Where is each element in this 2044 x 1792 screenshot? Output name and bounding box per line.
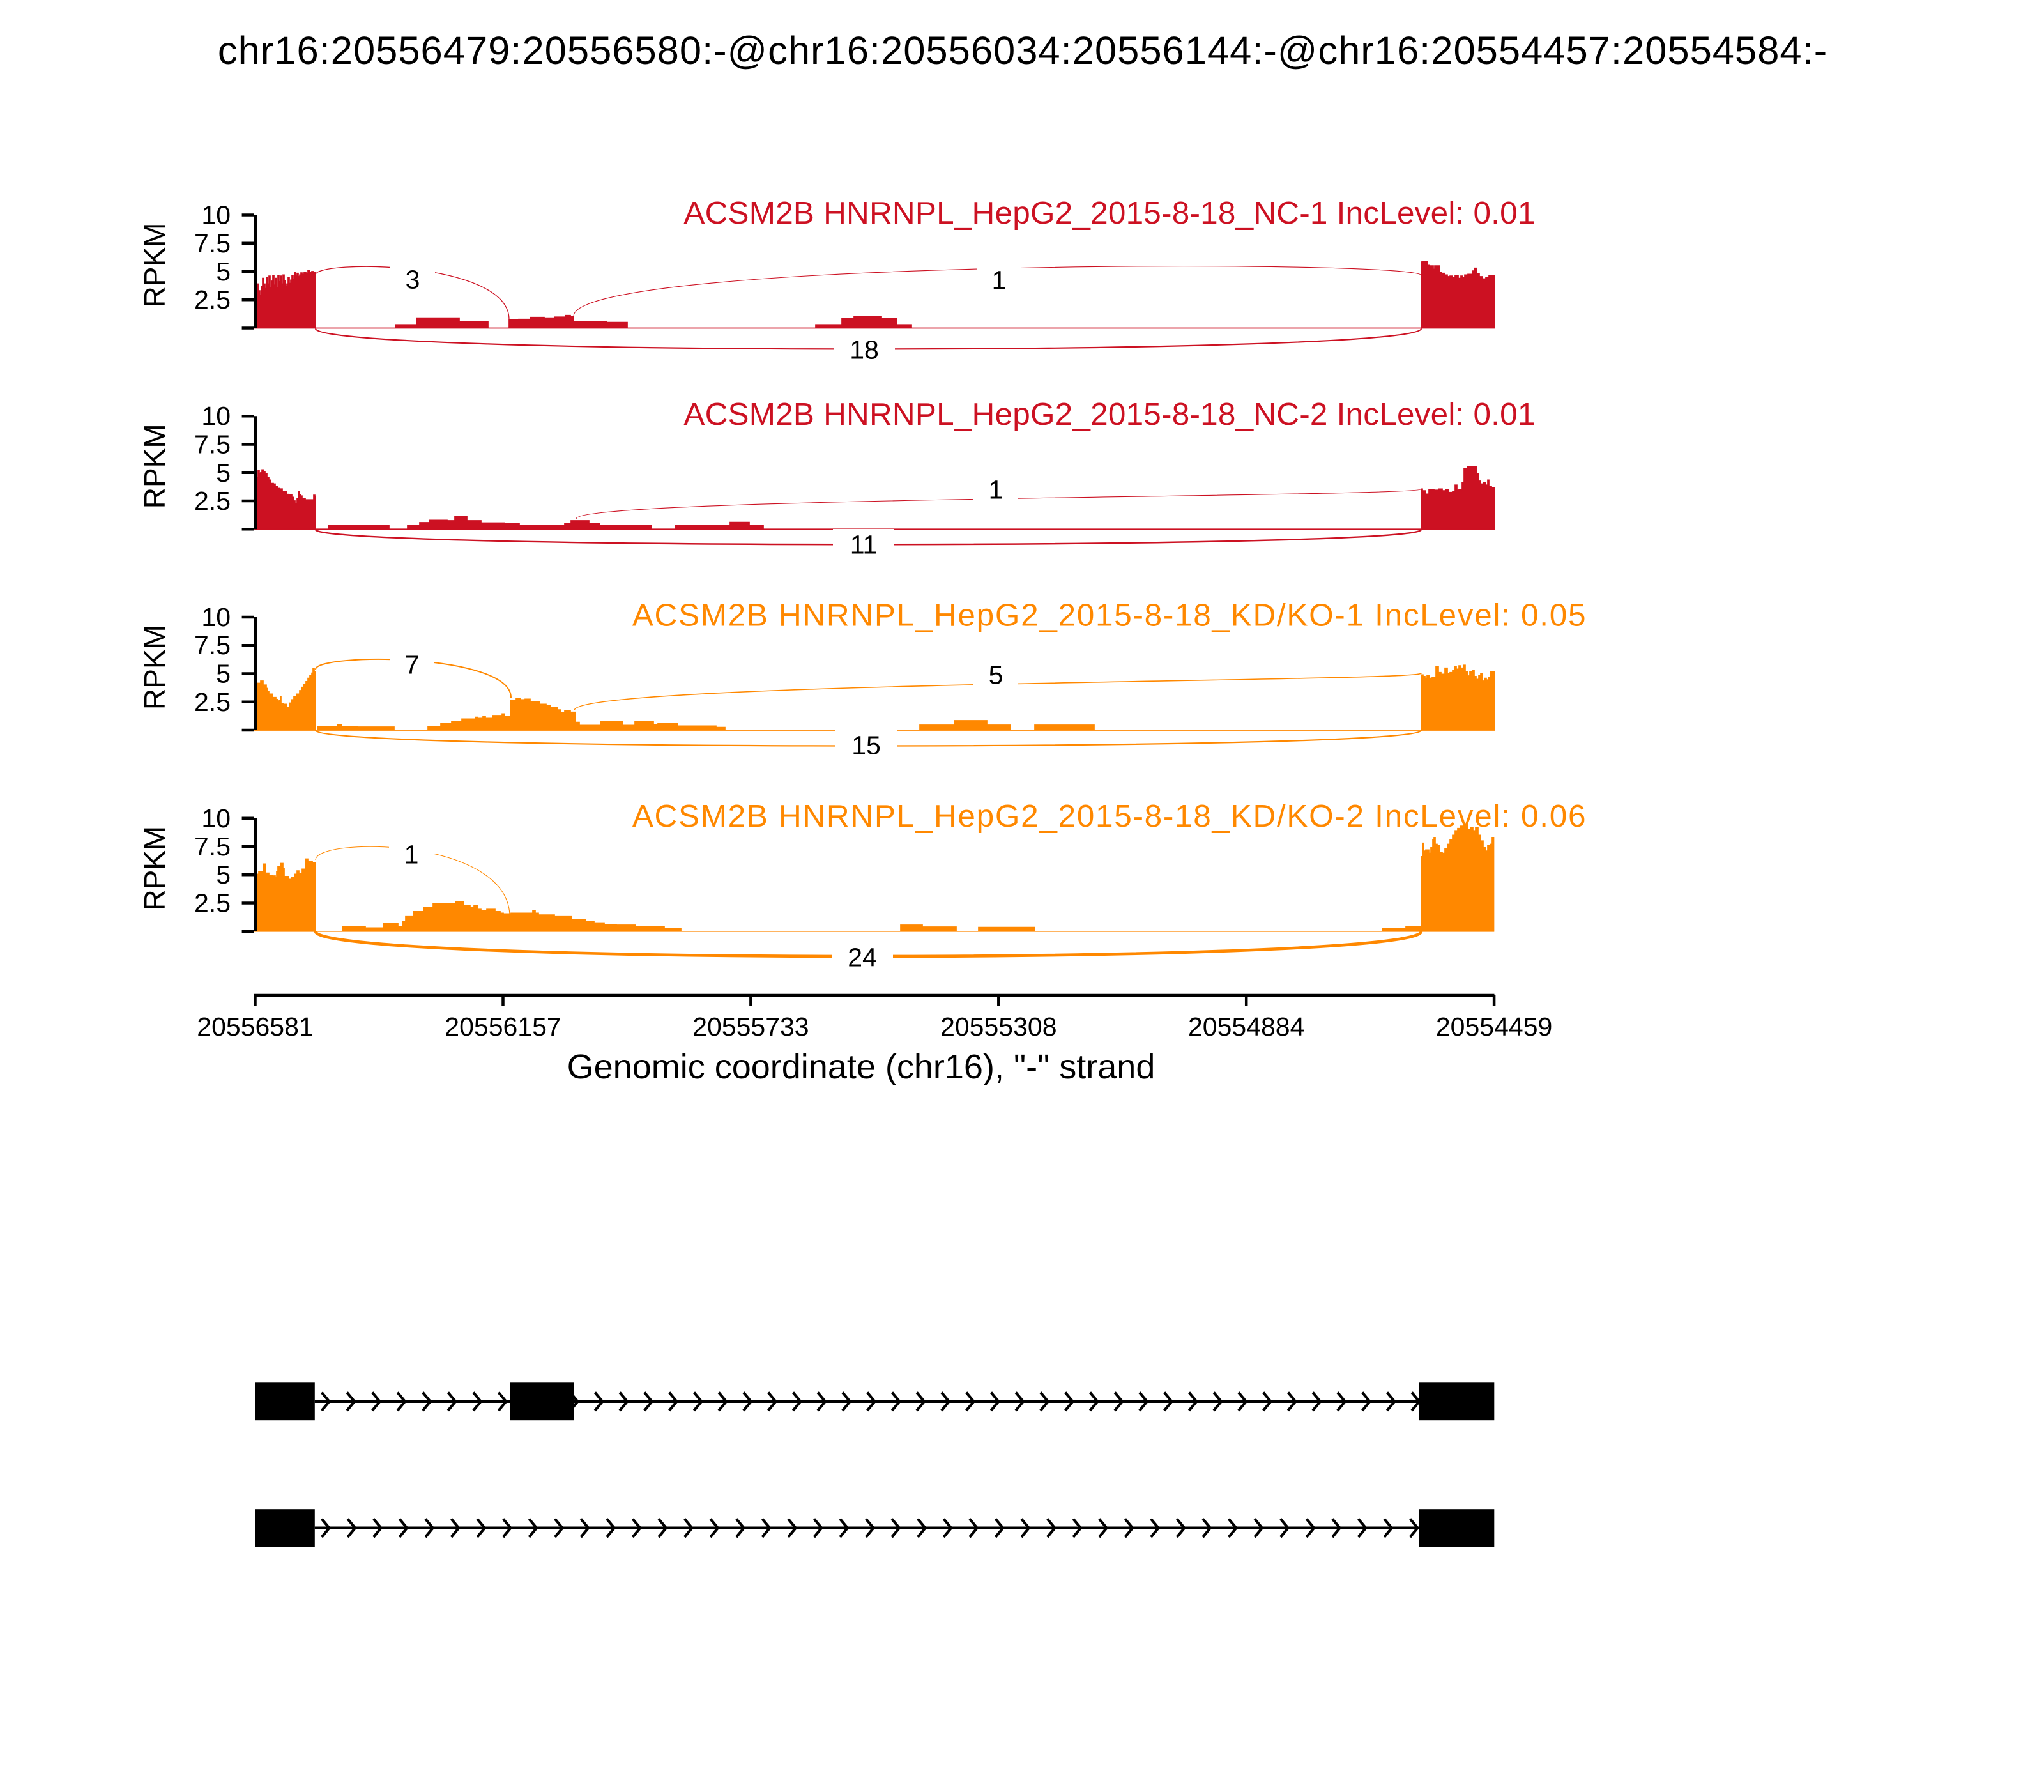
svg-text:1: 1	[989, 475, 1003, 505]
svg-text:1: 1	[404, 840, 419, 869]
svg-text:ACSM2B HNRNPL_HepG2_2015-8-18_: ACSM2B HNRNPL_HepG2_2015-8-18_NC-1 IncLe…	[683, 195, 1535, 231]
svg-text:7: 7	[405, 650, 420, 680]
svg-text:5: 5	[216, 257, 231, 286]
svg-text:ACSM2B HNRNPL_HepG2_2015-8-18_: ACSM2B HNRNPL_HepG2_2015-8-18_KD/KO-2 In…	[632, 799, 1587, 834]
svg-text:7.5: 7.5	[194, 430, 231, 459]
svg-text:10: 10	[201, 401, 231, 431]
svg-text:2.5: 2.5	[194, 285, 231, 314]
svg-text:10: 10	[201, 804, 231, 833]
svg-text:3: 3	[406, 265, 420, 295]
svg-text:11: 11	[850, 530, 878, 560]
svg-text:20554884: 20554884	[1188, 1012, 1304, 1041]
svg-text:RPKM: RPKM	[138, 826, 171, 911]
svg-text:1: 1	[992, 266, 1007, 295]
svg-text:5: 5	[989, 661, 1003, 690]
svg-text:5: 5	[216, 458, 231, 487]
svg-text:24: 24	[848, 943, 877, 972]
svg-text:20555733: 20555733	[692, 1012, 809, 1041]
svg-text:2.5: 2.5	[194, 486, 231, 516]
svg-text:10: 10	[201, 201, 231, 230]
svg-text:20556581: 20556581	[197, 1012, 313, 1041]
svg-text:20555308: 20555308	[940, 1012, 1056, 1041]
svg-text:Genomic coordinate (chr16), "-: Genomic coordinate (chr16), "-" strand	[567, 1048, 1155, 1086]
svg-text:ACSM2B HNRNPL_HepG2_2015-8-18_: ACSM2B HNRNPL_HepG2_2015-8-18_NC-2 IncLe…	[683, 397, 1535, 432]
svg-text:20554459: 20554459	[1436, 1012, 1552, 1041]
svg-text:18: 18	[850, 335, 879, 365]
svg-text:RPKM: RPKM	[138, 223, 171, 308]
svg-text:ACSM2B HNRNPL_HepG2_2015-8-18_: ACSM2B HNRNPL_HepG2_2015-8-18_KD/KO-1 In…	[632, 598, 1587, 633]
svg-text:2.5: 2.5	[194, 889, 231, 918]
svg-text:5: 5	[216, 860, 231, 889]
svg-text:10: 10	[201, 602, 231, 632]
svg-text:RPKM: RPKM	[138, 424, 171, 509]
svg-text:7.5: 7.5	[194, 229, 231, 258]
svg-text:7.5: 7.5	[194, 832, 231, 861]
svg-text:15: 15	[851, 731, 881, 760]
svg-text:2.5: 2.5	[194, 687, 231, 717]
svg-text:RPKM: RPKM	[138, 625, 171, 710]
svg-text:20556157: 20556157	[445, 1012, 561, 1041]
svg-text:5: 5	[216, 659, 231, 689]
svg-text:7.5: 7.5	[194, 631, 231, 660]
svg-text:chr16:20556479:20556580:-@chr1: chr16:20556479:20556580:-@chr16:20556034…	[218, 29, 1827, 73]
